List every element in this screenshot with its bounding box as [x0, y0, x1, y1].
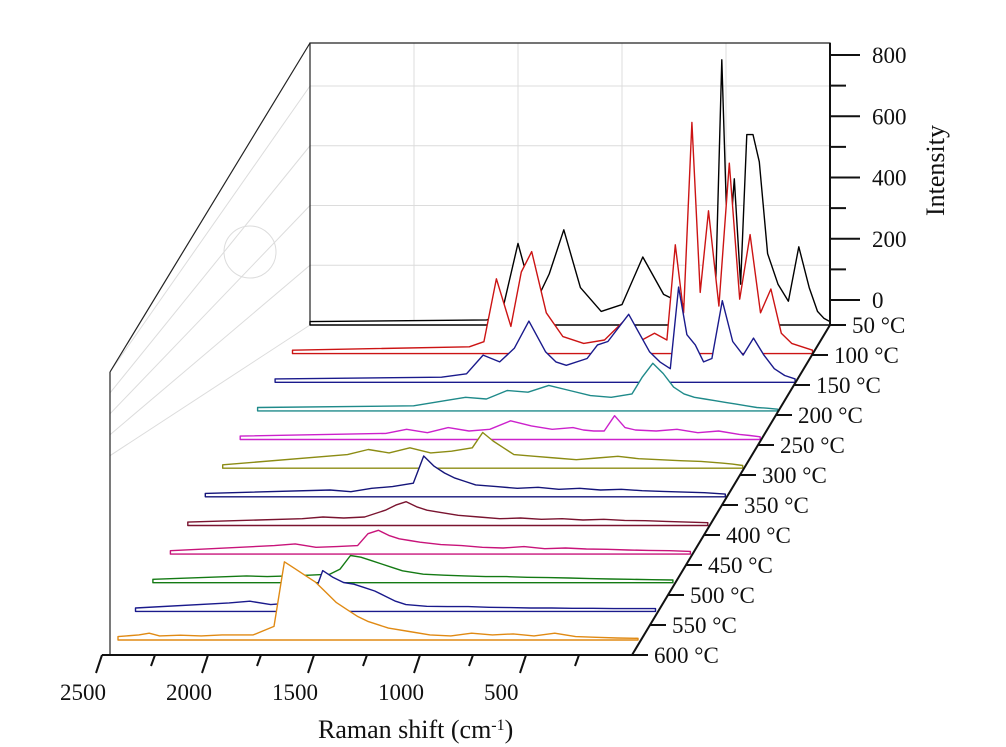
x-tick-minor [574, 654, 580, 667]
x-tick-label: 1500 [272, 680, 318, 705]
spectrum-series-10 [152, 554, 674, 584]
z-tick-label: 200 [872, 227, 907, 252]
z-tick-label: 400 [872, 166, 907, 191]
x-tick-label: 1000 [378, 680, 424, 705]
x-tick-major [201, 654, 209, 674]
x-tick-minor [256, 654, 262, 667]
temperature-label: 50 °C [852, 313, 905, 338]
x-tick-major [95, 654, 103, 674]
grid-line-side [109, 85, 311, 373]
x-tick-minor [150, 654, 156, 667]
z-tick-label: 800 [872, 43, 907, 68]
axis-labels: Intensity Raman shift (cm-1) [318, 125, 950, 744]
x-tick-major [307, 654, 315, 674]
temperature-label: 450 °C [708, 553, 773, 578]
spectrum-series-7 [204, 455, 726, 498]
grid-line-side [109, 145, 311, 394]
x-tick-label: 2000 [166, 680, 212, 705]
grid-ellipse [223, 225, 277, 279]
spectrum-series-12 [117, 561, 639, 641]
temperature-label: 550 °C [672, 613, 737, 638]
z-tick-label: 600 [872, 104, 907, 129]
spectrum-series-3 [274, 286, 796, 383]
xaxis-title-sup: -1 [491, 717, 504, 734]
spectrum-series-2 [291, 121, 814, 355]
temperature-label: 200 °C [798, 403, 863, 428]
temperature-label: 100 °C [834, 343, 899, 368]
spectrum-series-6 [222, 431, 744, 469]
spectrum-series-8 [187, 501, 709, 527]
xaxis-title-close: ) [505, 715, 514, 744]
x-tick-label: 2500 [60, 680, 106, 705]
spectra-series [117, 59, 831, 641]
depth-axis-line [631, 324, 831, 656]
temperature-label: 600 °C [654, 643, 719, 668]
grid-line-side [109, 324, 311, 457]
spectrum-series-4 [256, 362, 779, 412]
spectrum-series-5 [239, 415, 761, 441]
x-tick-label: 500 [484, 680, 519, 705]
x-tick-minor [468, 654, 474, 667]
temperature-label: 300 °C [762, 463, 827, 488]
x-tick-major [519, 654, 527, 674]
temperature-label: 350 °C [744, 493, 809, 518]
temperature-label: 400 °C [726, 523, 791, 548]
grid-line-side [109, 264, 311, 436]
x-tick-minor [362, 654, 368, 667]
z-tick-label: 0 [872, 288, 884, 313]
temperature-label: 500 °C [690, 583, 755, 608]
temperature-label: 150 °C [816, 373, 881, 398]
temperature-label: 250 °C [780, 433, 845, 458]
grid-line-side [109, 205, 311, 415]
xaxis-title-main: Raman shift (cm [318, 715, 491, 744]
x-tick-major [413, 654, 421, 674]
zaxis-title: Intensity [921, 125, 950, 216]
xaxis-title: Raman shift (cm-1) [318, 715, 513, 744]
side-wall-top-edge [109, 42, 311, 373]
spectrum-series-9 [169, 529, 692, 555]
